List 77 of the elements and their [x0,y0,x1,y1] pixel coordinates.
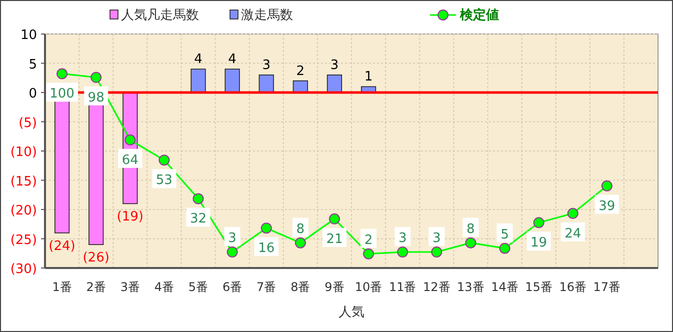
data-label: 3 [432,231,441,246]
data-label: 19 [530,236,548,251]
data-label: 3 [228,231,236,246]
point [226,246,238,258]
x-tick-label: 9番 [324,280,344,294]
point [397,246,408,258]
x-tick-label: 13番 [457,280,484,294]
x-tick-label: 6番 [222,280,242,294]
x-tick-label: 17番 [593,280,621,294]
x-tick-label: 11番 [388,280,416,294]
y-tick-label: 0 [28,86,37,102]
data-label: 24 [564,226,582,242]
bar [326,74,342,93]
y-tick-label: (5) [18,116,37,131]
data-label: 8 [466,222,475,237]
data-label: 2 [364,232,373,248]
point [56,68,68,80]
x-tick-label: 8番 [290,280,310,294]
point [90,72,102,83]
x-tick-label: 15番 [525,280,552,294]
point [328,213,340,224]
data-label: 32 [190,212,207,227]
x-tick-label: 12番 [423,280,450,294]
x-tick-label: 7番 [256,280,276,294]
bar [258,74,274,93]
data-label: 2 [296,64,305,79]
y-tick-label: (15) [10,174,37,190]
bar [190,68,206,93]
data-label: (24) [48,238,76,254]
x-tick-label: 3番 [120,280,140,294]
data-label: 1 [364,70,373,85]
y-tick-label: (25) [10,232,37,248]
legend-label: 激走馬数 [241,8,293,23]
point [260,222,272,234]
data-label: 39 [598,198,616,214]
legend-label: 人気凡走馬数 [121,8,199,23]
x-tick-label: 1番 [52,280,72,294]
y-tick-label: 5 [28,57,37,72]
data-label: 4 [194,52,202,68]
point [567,208,578,219]
data-label: 8 [296,222,305,237]
data-label: 64 [122,152,138,168]
point [601,180,612,192]
data-label: 53 [156,173,172,188]
x-tick-label: 16番 [559,280,586,294]
point [431,246,442,258]
point [124,134,136,146]
y-tick-label: (10) [10,145,37,160]
data-label: 21 [326,232,343,247]
data-label: 3 [330,58,339,73]
point [192,193,204,204]
data-label: 5 [500,227,509,242]
y-tick-label: (20) [10,204,37,218]
data-label: (19) [116,210,144,225]
point [294,237,306,248]
bar [224,68,240,93]
legend-label: 検定値 [459,7,499,23]
point [499,242,510,254]
x-tick-label: 4番 [154,280,174,294]
y-tick-label: 10 [20,28,37,43]
x-tick-label: 10番 [354,280,382,294]
x-tick-label: 2番 [86,280,106,294]
data-label: (26) [82,250,110,266]
point [533,217,544,228]
x-tick-label: 5番 [188,280,208,294]
data-label: 98 [88,90,104,106]
data-label: 16 [258,241,275,256]
point [158,154,170,166]
data-label: 3 [398,231,407,246]
data-label: 4 [228,52,236,68]
point [465,237,476,248]
point [363,248,374,260]
y-tick-label: (30) [10,262,37,277]
x-axis-title: 人気 [338,305,364,320]
x-tick-label: 14番 [491,280,518,294]
data-label: 100 [50,86,74,102]
data-label: 3 [262,58,270,73]
